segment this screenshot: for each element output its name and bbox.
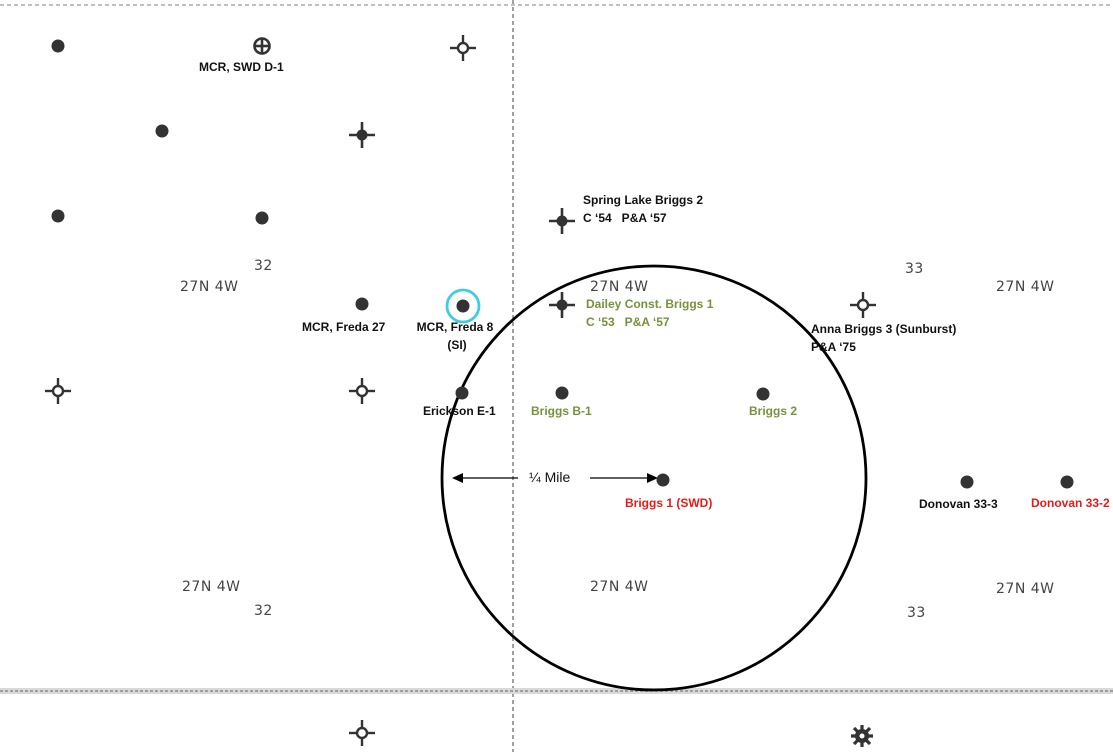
oil-well-icon bbox=[756, 387, 770, 401]
gas-well-icon bbox=[44, 377, 72, 405]
gas-well-icon bbox=[348, 377, 376, 405]
well-label: Donovan 33-2 bbox=[1031, 496, 1110, 510]
oil-well-icon bbox=[51, 209, 65, 223]
well-status: (SI) bbox=[447, 338, 467, 352]
well-status: P&A ‘75 bbox=[811, 340, 856, 354]
oil-well-icon bbox=[1060, 475, 1074, 489]
gear-icon bbox=[851, 725, 873, 747]
gas-well-icon bbox=[449, 34, 477, 62]
oil-well-icon bbox=[656, 473, 670, 487]
gas-well-icon bbox=[849, 291, 877, 319]
township-label: 27N 4W bbox=[996, 581, 1055, 597]
section-number: 33 bbox=[907, 605, 926, 621]
oil-well-icon bbox=[555, 386, 569, 400]
swd-icon bbox=[253, 37, 271, 55]
well-status: C ‘53 P&A ‘57 bbox=[586, 315, 670, 329]
section-number: 33 bbox=[905, 261, 924, 277]
township-label: 27N 4W bbox=[996, 279, 1055, 295]
township-label: 27N 4W bbox=[180, 279, 239, 295]
oil-well-icon bbox=[355, 297, 369, 311]
oil-well-icon bbox=[456, 299, 470, 313]
oil-well-icon bbox=[155, 124, 169, 138]
dry-hole-icon bbox=[548, 291, 576, 319]
township-label: 27N 4W bbox=[590, 579, 649, 595]
dry-hole-icon bbox=[348, 121, 376, 149]
section-number: 32 bbox=[254, 603, 273, 619]
well-label: Donovan 33-3 bbox=[919, 497, 998, 511]
quarter-mile-radius-circle bbox=[440, 264, 868, 692]
well-label: MCR, Freda 8 bbox=[416, 320, 494, 334]
dry-hole-icon bbox=[548, 207, 576, 235]
well-label: Briggs 1 (SWD) bbox=[625, 496, 713, 510]
well-label: Briggs B-1 bbox=[531, 404, 592, 418]
well-label: Erickson E-1 bbox=[423, 404, 496, 418]
township-label: 27N 4W bbox=[590, 279, 649, 295]
arrow-right-icon bbox=[647, 473, 658, 483]
well-status: C ‘54 P&A ‘57 bbox=[583, 211, 667, 225]
well-label: Spring Lake Briggs 2 bbox=[583, 193, 704, 207]
gas-well-icon bbox=[348, 719, 376, 747]
oil-well-icon bbox=[455, 386, 469, 400]
well-label: Dailey Const. Briggs 1 bbox=[586, 297, 714, 311]
oil-well-icon bbox=[960, 475, 974, 489]
well-label: MCR, Freda 27 bbox=[302, 320, 386, 334]
distance-label: ¼ Mile bbox=[529, 469, 571, 485]
oil-well-icon bbox=[255, 211, 269, 225]
highlight-ring bbox=[445, 288, 481, 324]
well-label: Briggs 2 bbox=[749, 404, 798, 418]
section-number: 32 bbox=[254, 258, 273, 274]
well-label: Anna Briggs 3 (Sunburst) bbox=[811, 322, 957, 336]
oil-well-icon bbox=[51, 39, 65, 53]
well-label: MCR, SWD D-1 bbox=[199, 60, 284, 74]
arrow-left-icon bbox=[452, 473, 463, 483]
township-label: 27N 4W bbox=[182, 579, 241, 595]
